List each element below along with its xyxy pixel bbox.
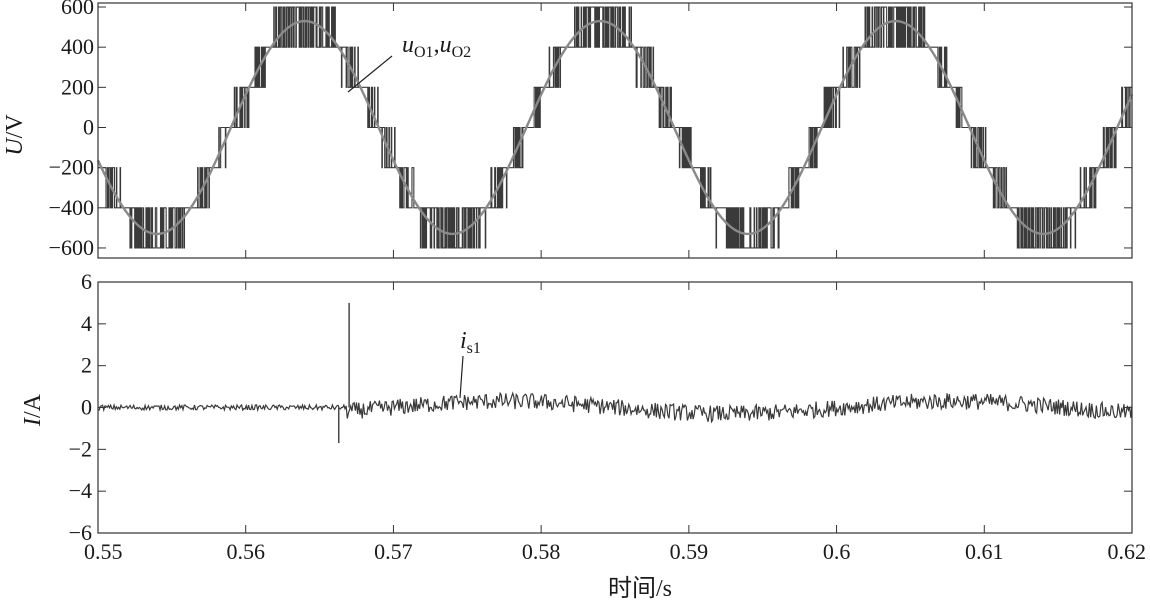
bottom-y-tick-label: 0 (81, 395, 92, 420)
top-annotation-leader (347, 55, 393, 93)
x-axis-label: 时间/s (608, 575, 672, 602)
x-tick-label: 0.6 (823, 539, 851, 564)
series-uO1-line (96, 19, 1134, 236)
bottom-y-tick-label: 6 (81, 269, 92, 294)
series-is1-line (97, 391, 1133, 424)
x-tick-label: 0.57 (374, 539, 413, 564)
series-uO2-line (98, 6, 1133, 249)
top-y-tick-label: −200 (49, 155, 94, 180)
x-tick-label: 0.61 (965, 539, 1004, 564)
x-tick-label: 0.56 (226, 539, 265, 564)
bottom-series-group (97, 302, 1133, 444)
top-panel: −600 −400 −200 0 200 400 600 U/V uO1,uO2 (2, 0, 1134, 260)
bottom-y-tick-labels: −6 −4 −2 0 2 4 6 (69, 269, 92, 545)
bottom-y-tick-label: −2 (69, 436, 92, 461)
top-series-group (96, 6, 1134, 249)
top-y-tick-label: −400 (49, 195, 94, 220)
bottom-y-tick-label: 2 (81, 353, 92, 378)
bottom-annotation: is1 (460, 328, 481, 357)
bottom-y-tick-label: 4 (81, 311, 92, 336)
x-tick-labels: 0.55 0.56 0.57 0.58 0.59 0.6 0.61 0.62 (84, 539, 1146, 564)
bottom-annotation-leader (459, 355, 464, 399)
top-plot-frame (97, 2, 1133, 259)
bottom-y-axis-label: I/A (20, 393, 46, 427)
top-y-tick-label: 400 (61, 34, 94, 59)
x-tick-label: 0.55 (84, 539, 123, 564)
top-annotation: uO1,uO2 (402, 32, 471, 61)
x-tick-label: 0.58 (522, 539, 561, 564)
bottom-y-tick-label: −4 (69, 478, 92, 503)
bottom-plot-frame (97, 281, 1133, 534)
top-y-tick-label: −600 (49, 235, 94, 260)
top-y-tick-label: 600 (61, 0, 94, 19)
x-tick-label: 0.62 (1108, 539, 1147, 564)
bottom-y-tick-label: −6 (69, 520, 92, 545)
x-tick-label: 0.59 (670, 539, 709, 564)
top-y-tick-label: 0 (83, 114, 94, 139)
top-y-axis-label: U/V (2, 114, 28, 156)
top-y-tick-label: 200 (61, 74, 94, 99)
top-y-tick-labels: −600 −400 −200 0 200 400 600 (49, 0, 94, 260)
